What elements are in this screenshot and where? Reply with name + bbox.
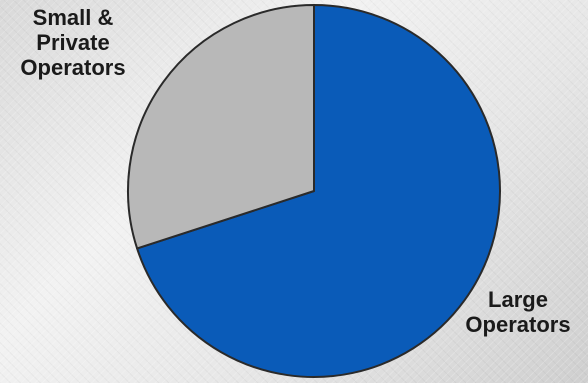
slice-label-line: Private	[36, 30, 110, 55]
slice-label-large-operators: Large Operators	[452, 287, 584, 337]
slice-label-line: Operators	[20, 55, 126, 80]
pie-slice-small-private-operators	[127, 4, 315, 250]
pie-slice-large-operators	[136, 4, 501, 378]
slice-label-line: Operators	[465, 312, 571, 337]
slice-label-line: Large	[488, 287, 548, 312]
pie-slices	[127, 4, 501, 378]
slice-label-small-private-operators: Small & Private Operators	[6, 5, 140, 80]
slice-label-line: Small &	[32, 5, 114, 30]
